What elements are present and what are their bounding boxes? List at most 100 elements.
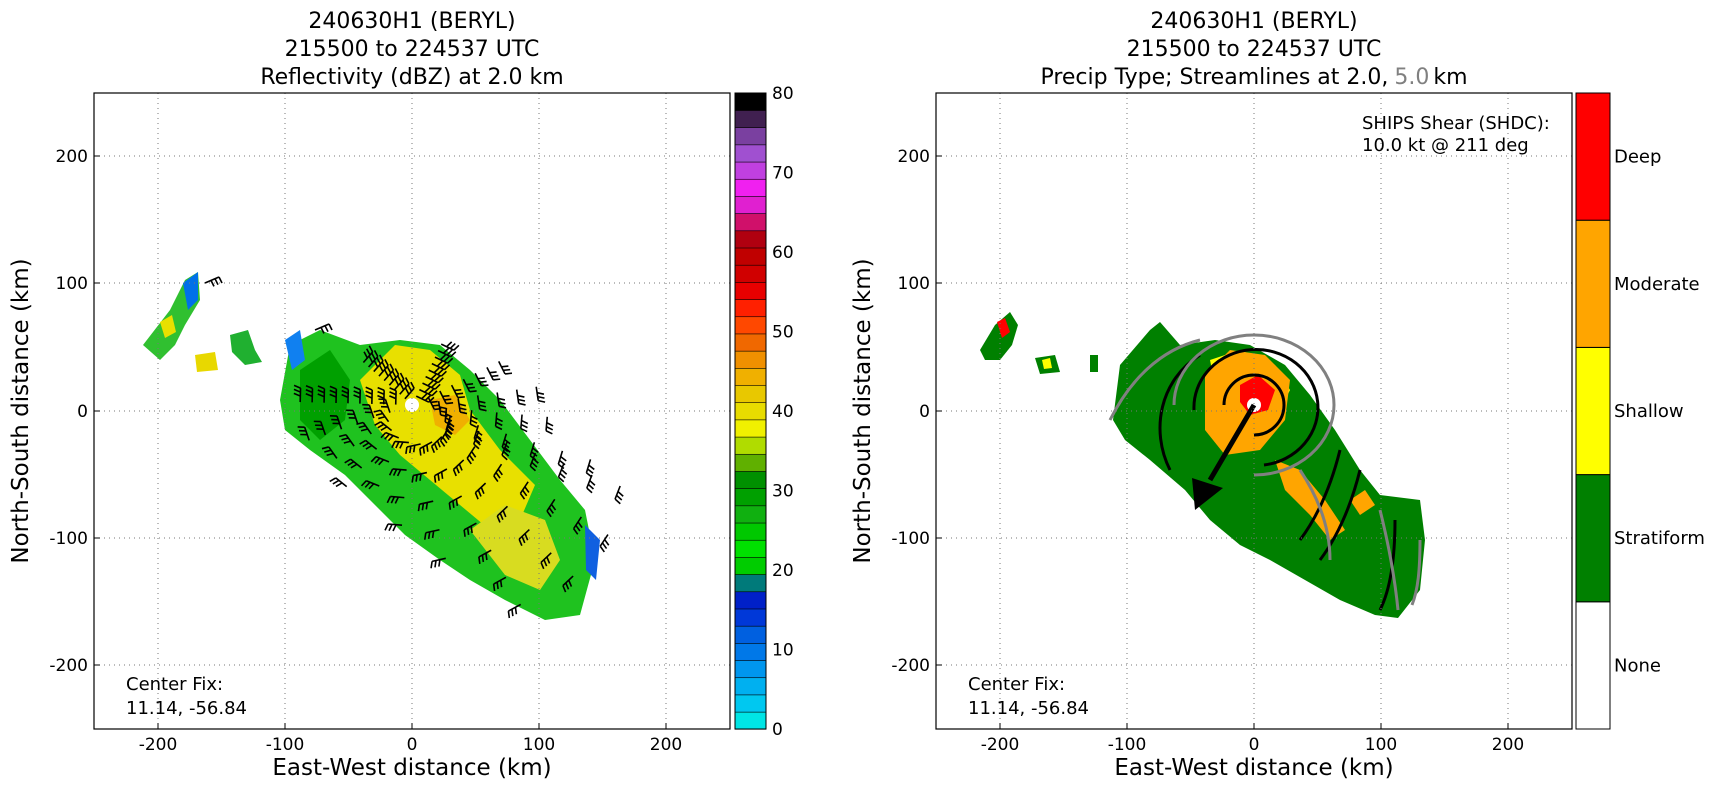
wind-barb-feather	[360, 428, 369, 432]
y-tick-label: 200	[898, 147, 930, 167]
wind-barb	[434, 468, 448, 477]
wind-barb	[303, 426, 310, 441]
wind-barb-feather	[530, 451, 538, 457]
wind-barb-feather	[415, 474, 418, 482]
left-grid	[94, 93, 730, 729]
wind-barb-feather	[497, 397, 506, 401]
wind-barb-feather	[421, 503, 425, 511]
wind-barb	[320, 421, 327, 436]
wind-barb-feather	[419, 473, 422, 481]
wind-barb-feather	[378, 459, 385, 466]
wind-barb-feather	[389, 374, 395, 382]
wind-barb-feather	[458, 403, 467, 407]
colorbar-bin	[734, 298, 767, 318]
colorbar-tick-label: 80	[772, 84, 794, 104]
wind-barb-feather	[442, 394, 450, 398]
colorbar-category	[1575, 474, 1611, 603]
wind-barb-feather	[474, 439, 481, 446]
wind-barb-feather	[405, 446, 408, 455]
wind-barb-feather	[329, 477, 337, 483]
wind-barb-feather	[437, 473, 440, 481]
storm-blue-west	[285, 330, 305, 370]
wind-barb	[540, 552, 552, 563]
wind-barb-feather	[497, 468, 503, 476]
wind-barb-feather	[341, 437, 349, 441]
wind-barb	[392, 468, 407, 471]
wind-barb-feather	[430, 382, 438, 389]
wind-barb-feather	[455, 466, 460, 474]
wind-barb-feather	[531, 461, 538, 468]
wind-barb-feather	[410, 381, 415, 389]
band-nw-blue	[183, 272, 198, 310]
left-title-line-1: 240630H1 (BERYL)	[308, 9, 515, 34]
wind-barb-feather	[546, 510, 552, 518]
wind-barb-feather	[459, 411, 468, 415]
x-tick-label: 0	[1249, 735, 1260, 755]
wind-barb-feather	[447, 357, 454, 364]
wind-barb-feather	[409, 446, 412, 454]
wind-barb	[476, 395, 481, 410]
wind-barb-feather	[397, 375, 402, 383]
streamlines-5km	[1108, 333, 1422, 611]
colorbar-category	[1575, 346, 1611, 476]
wind-barb-feather	[448, 502, 452, 510]
wind-barb	[385, 431, 400, 439]
wind-barb	[352, 410, 359, 424]
wind-barb-feather	[575, 524, 581, 532]
wind-barb-feather	[477, 489, 482, 497]
shear-arrow	[1192, 403, 1257, 510]
right-y-axis-label: North-South distance (km)	[850, 258, 876, 563]
colorbar-bin	[734, 92, 767, 111]
wind-barb-feather	[479, 380, 487, 383]
wind-barb-feather	[380, 426, 388, 432]
wind-barb	[439, 390, 447, 404]
right-title-line-1: 240630H1 (BERYL)	[1150, 9, 1357, 34]
wind-barb-feather	[362, 442, 370, 448]
wind-barb-feather	[586, 487, 593, 494]
wind-barb-feather	[588, 464, 595, 471]
wind-barb-feather	[474, 492, 479, 500]
wind-barb-feather	[430, 373, 437, 380]
shear-label: SHIPS Shear (SHDC):	[1362, 113, 1550, 134]
y-tick-label: -100	[49, 529, 88, 549]
wind-barb-feather	[502, 442, 510, 449]
reflectivity-colorbar-frame	[734, 92, 767, 730]
wind-barb	[493, 463, 503, 477]
wind-barb-feather	[324, 449, 332, 453]
wind-barb-feather	[493, 378, 501, 381]
left-ticks	[94, 155, 667, 729]
cell-small-1	[195, 352, 218, 372]
left-x-axis-label: East-West distance (km)	[272, 755, 551, 781]
wind-barb	[462, 378, 471, 393]
wind-barb	[457, 398, 461, 413]
wind-barb-feather	[329, 393, 337, 398]
colorbar-tick-label: 30	[772, 482, 794, 502]
right-title-line-3-main: Precip Type; Streamlines at 2.0,	[1040, 65, 1388, 90]
wind-barb	[614, 485, 621, 500]
wind-barb-feather	[449, 343, 456, 350]
wind-barb-feather	[392, 468, 398, 476]
wind-barb-feather	[407, 384, 413, 392]
colorbar-bin	[734, 677, 767, 696]
wind-barb-feather	[540, 562, 545, 570]
wind-barb	[431, 436, 443, 447]
colorbar-tick-label: 60	[772, 243, 794, 263]
wind-barb-feather	[546, 422, 554, 427]
wind-barb-feather	[517, 398, 526, 402]
wind-barb-feather	[520, 423, 528, 429]
wind-barb	[501, 433, 508, 448]
cell-small-2	[230, 330, 262, 365]
wind-barb-feather	[360, 480, 367, 487]
wind-barb	[345, 434, 355, 447]
wind-barb-feather	[504, 372, 513, 375]
wind-barb	[328, 446, 338, 459]
wind-barb-feather	[389, 391, 397, 396]
wind-barb	[427, 396, 436, 410]
wind-barb-feather	[353, 386, 361, 391]
wind-barb-feather	[548, 507, 554, 514]
wind-barb	[520, 414, 523, 429]
wind-barb	[384, 399, 391, 413]
wind-barb	[350, 458, 363, 469]
wind-barb-feather	[452, 469, 457, 477]
left-center-fix-value: 11.14, -56.84	[126, 698, 247, 719]
